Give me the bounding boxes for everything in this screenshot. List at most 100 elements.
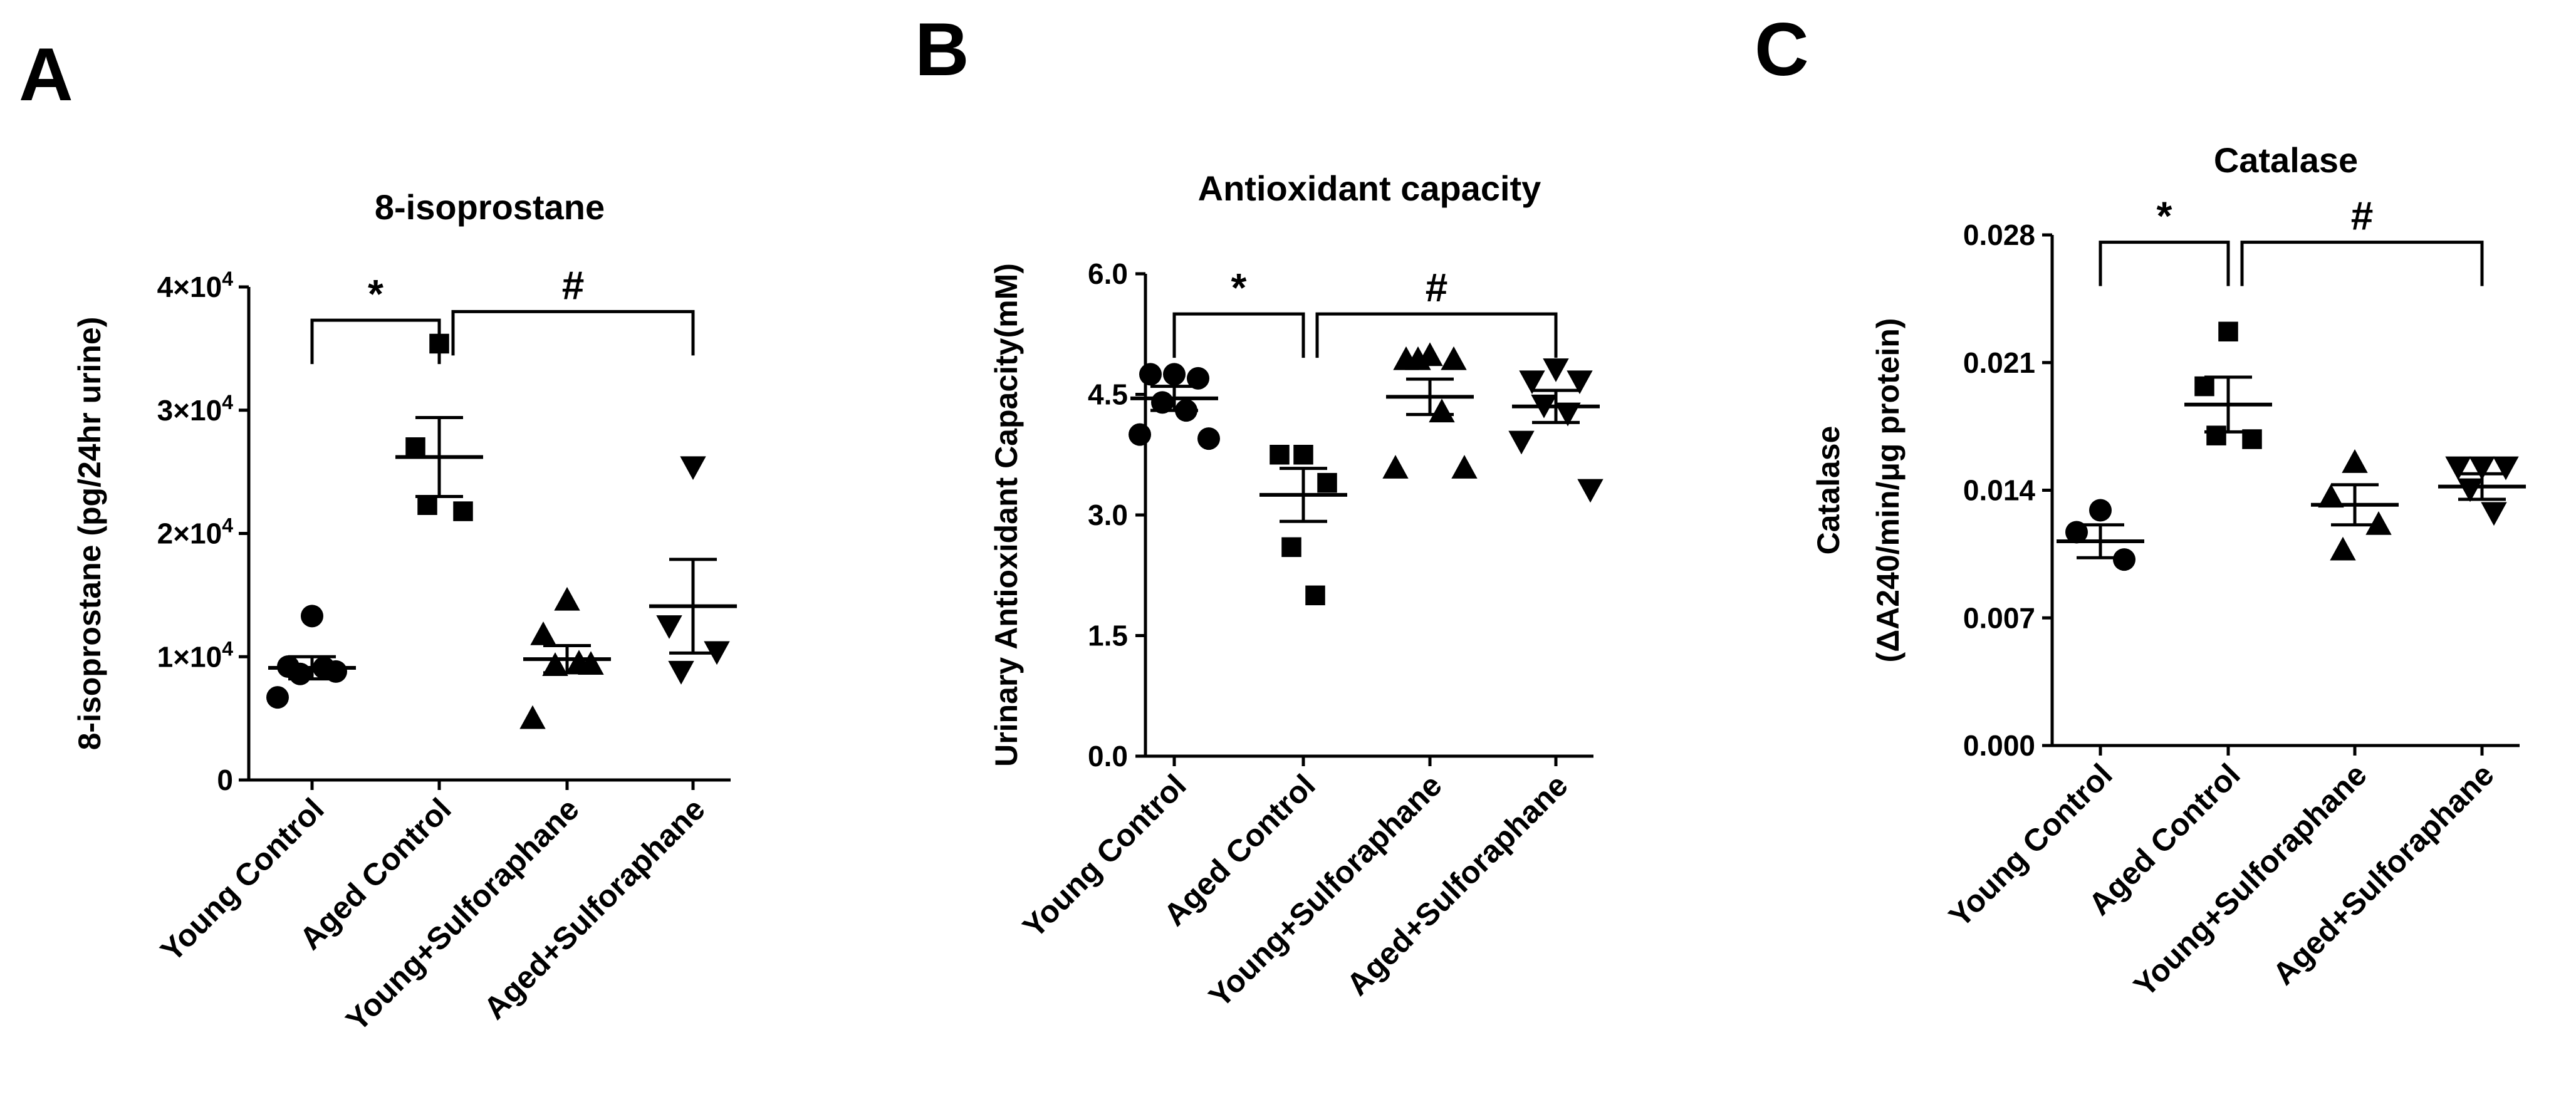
y-tick-label: 4.5	[1088, 378, 1128, 411]
panel-letter: B	[915, 8, 969, 91]
data-point	[1293, 445, 1313, 465]
y-tick-label: 2×104	[157, 514, 234, 550]
data-point	[519, 705, 546, 729]
series-square	[1259, 445, 1347, 606]
category-label: Aged+Sulforaphane	[1340, 767, 1575, 1002]
significance-label: *	[1231, 265, 1247, 310]
data-point	[266, 686, 289, 709]
panel-a: A 8-isoprostane 8-isoprostane (pg/24hr uri…	[19, 33, 737, 1038]
y-axis-label-units: (ΔA240/min/μg protein)	[1870, 318, 1906, 663]
y-tick-label: 0.007	[1963, 601, 2035, 634]
data-point	[2318, 484, 2344, 508]
data-point	[1139, 363, 1162, 386]
y-tick-label: 0.000	[1963, 729, 2035, 762]
data-point	[1270, 445, 1290, 465]
data-point	[668, 660, 694, 685]
category-label: Aged+Sulforaphane	[477, 791, 712, 1026]
data-point	[2218, 321, 2238, 342]
panel-letter: C	[1755, 8, 1809, 91]
data-point	[1519, 370, 1545, 395]
category-label: Young+Sulforaphane	[1202, 767, 1449, 1014]
significance-bracket	[451, 309, 695, 356]
y-tick-label: 3.0	[1088, 499, 1128, 531]
data-point	[1197, 427, 1220, 450]
data-point	[1451, 455, 1478, 479]
data-point	[2445, 456, 2471, 481]
y-tick-label: 6.0	[1088, 257, 1128, 290]
series-triangle	[1382, 342, 1478, 479]
series-triangle	[2311, 449, 2399, 561]
data-point	[530, 621, 556, 645]
data-point	[1441, 346, 1467, 370]
data-point	[2342, 449, 2368, 473]
data-point	[2089, 499, 2112, 522]
series-circle	[1129, 363, 1220, 450]
series-triangle-down	[649, 456, 737, 685]
significance-label: #	[1426, 265, 1448, 310]
category-label: Aged+Sulforaphane	[2266, 757, 2501, 992]
data-point	[2365, 511, 2392, 535]
data-point	[1555, 402, 1581, 427]
series-circle	[2057, 499, 2144, 571]
panel-b: B Antioxidant capacity Urinary Antioxidant…	[915, 8, 1603, 1014]
data-point	[1281, 537, 1301, 558]
y-tick-label: 0.014	[1963, 474, 2036, 507]
panel-letter: A	[19, 33, 73, 117]
series-square	[2184, 321, 2272, 449]
chart-title: Antioxidant capacity	[1198, 169, 1541, 208]
data-point	[1429, 398, 1455, 423]
chart-title: Catalase	[2214, 140, 2358, 180]
significance-bracket	[2099, 241, 2230, 286]
significance-bracket	[2240, 241, 2484, 286]
data-point	[1543, 358, 1569, 382]
data-point	[1382, 455, 1409, 479]
data-point	[2481, 502, 2507, 526]
panel-c: C Catalase Catalase (ΔA240/min/μg protein) 0…	[1755, 8, 2526, 1004]
data-point	[1129, 423, 1151, 446]
data-point	[2194, 376, 2214, 397]
data-point	[1508, 430, 1535, 455]
data-point	[453, 501, 473, 521]
data-point	[1187, 366, 1209, 390]
data-point	[2065, 521, 2088, 544]
category-label: Young+Sulforaphane	[2127, 757, 2374, 1004]
series-triangle-down	[2438, 456, 2526, 526]
data-point	[1305, 585, 1325, 606]
significance-bracket	[1315, 312, 1558, 358]
data-point	[554, 586, 580, 611]
data-point	[405, 437, 425, 457]
y-axis-label: Urinary Antioxidant Capacity(mM)	[989, 263, 1024, 767]
data-point	[2113, 548, 2135, 571]
category-label: Young+Sulforaphane	[339, 791, 586, 1038]
y-axis-label: 8-isoprostane (pg/24hr urine)	[72, 317, 107, 751]
data-point	[2330, 536, 2356, 561]
data-point	[1577, 479, 1603, 503]
y-tick-label: 0.028	[1963, 219, 2035, 251]
series-triangle	[519, 586, 611, 729]
data-point	[680, 456, 706, 481]
data-point	[2493, 456, 2519, 481]
series-circle	[266, 605, 356, 709]
y-tick-label: 4×104	[157, 268, 234, 303]
data-point	[656, 615, 682, 639]
significance-label: *	[368, 271, 383, 316]
data-point	[566, 650, 592, 674]
data-point	[2206, 425, 2226, 445]
y-tick-label: 0	[217, 764, 233, 796]
data-point	[417, 495, 437, 515]
significance-bracket	[310, 318, 441, 365]
significance-bracket	[1172, 312, 1305, 358]
significance-label: #	[2351, 194, 2374, 239]
significance-label: #	[562, 263, 585, 308]
data-point	[2469, 456, 2495, 481]
data-point	[542, 652, 568, 676]
data-point	[1163, 363, 1186, 386]
y-tick-label: 1.5	[1088, 620, 1128, 652]
y-tick-label: 0.0	[1088, 740, 1128, 772]
series-triangle-down	[1508, 358, 1603, 503]
significance-label: *	[2157, 194, 2172, 239]
data-point	[2457, 478, 2483, 502]
data-point	[301, 605, 323, 628]
data-point	[1567, 370, 1593, 395]
